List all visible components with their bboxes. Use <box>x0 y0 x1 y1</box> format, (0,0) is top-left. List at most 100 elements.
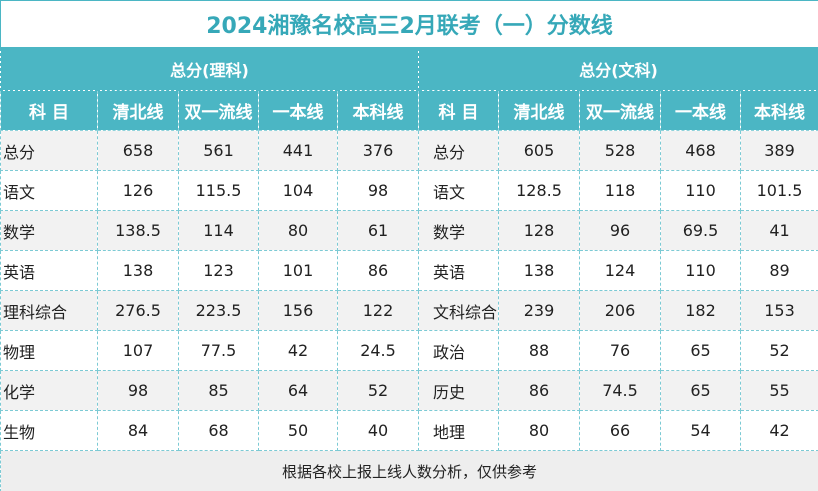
column-header: 清北线 <box>498 90 580 131</box>
score-cell: 110 <box>660 250 741 291</box>
score-cell: 126 <box>97 170 179 211</box>
score-cell: 658 <box>97 130 179 171</box>
column-header: 本科线 <box>337 90 419 131</box>
score-cell: 115.5 <box>178 170 259 211</box>
subject-cell: 文科综合 <box>418 290 499 331</box>
data-row: 数学 138.5 114 80 61 数学 128 96 69.5 41 <box>0 210 818 251</box>
title-row: 2024湘豫名校高三2月联考（一）分数线 <box>0 0 818 48</box>
subject-cell: 英语 <box>0 250 98 291</box>
score-cell: 110 <box>660 170 741 211</box>
score-cell: 124 <box>579 250 661 291</box>
score-cell: 64 <box>258 370 338 411</box>
score-cell: 55 <box>739 370 818 411</box>
data-row: 理科综合 276.5 223.5 156 122 文科综合 239 206 182 153 <box>0 290 818 331</box>
score-cell: 74.5 <box>579 370 661 411</box>
score-cell: 85 <box>178 370 259 411</box>
score-cell: 66 <box>579 410 661 451</box>
score-cell: 86 <box>498 370 580 411</box>
score-cell: 96 <box>579 210 661 251</box>
score-cell: 123 <box>178 250 259 291</box>
score-cell: 389 <box>739 130 818 171</box>
subject-cell: 理科综合 <box>0 290 98 331</box>
score-cell: 24.5 <box>337 330 419 371</box>
score-cell: 156 <box>258 290 338 331</box>
subject-cell: 数学 <box>418 210 499 251</box>
column-header: 科 目 <box>0 90 98 131</box>
score-cell: 182 <box>660 290 741 331</box>
score-cell: 118 <box>579 170 661 211</box>
score-cell: 276.5 <box>97 290 179 331</box>
score-cell: 52 <box>337 370 419 411</box>
subject-cell: 语文 <box>418 170 499 211</box>
data-row: 化学 98 85 64 52 历史 86 74.5 65 55 <box>0 370 818 411</box>
subject-cell: 数学 <box>0 210 98 251</box>
score-cell: 80 <box>258 210 338 251</box>
score-cell: 50 <box>258 410 338 451</box>
score-cell: 65 <box>660 330 741 371</box>
subject-cell: 生物 <box>0 410 98 451</box>
column-header: 本科线 <box>739 90 818 131</box>
score-cell: 101.5 <box>739 170 818 211</box>
score-cell: 239 <box>498 290 580 331</box>
group-row: 总分(理科) 总分(文科) <box>0 47 818 91</box>
data-row: 英语 138 123 101 86 英语 138 124 110 89 <box>0 250 818 291</box>
score-cell: 528 <box>579 130 661 171</box>
score-cell: 561 <box>178 130 259 171</box>
column-header: 双一流线 <box>178 90 259 131</box>
score-cell: 468 <box>660 130 741 171</box>
data-row: 物理 107 77.5 42 24.5 政治 88 76 65 52 <box>0 330 818 371</box>
subject-cell: 英语 <box>418 250 499 291</box>
score-cell: 77.5 <box>178 330 259 371</box>
subject-cell: 总分 <box>418 130 499 171</box>
score-cell: 42 <box>258 330 338 371</box>
score-cell: 98 <box>97 370 179 411</box>
score-cell: 128 <box>498 210 580 251</box>
subject-cell: 化学 <box>0 370 98 411</box>
subject-cell: 政治 <box>418 330 499 371</box>
score-cell: 84 <box>97 410 179 451</box>
group-header: 总分(文科) <box>417 47 818 91</box>
column-header: 一本线 <box>660 90 741 131</box>
score-cell: 605 <box>498 130 580 171</box>
score-cell: 89 <box>739 250 818 291</box>
score-cell: 61 <box>337 210 419 251</box>
subject-cell: 物理 <box>0 330 98 371</box>
column-header: 双一流线 <box>579 90 661 131</box>
score-cell: 42 <box>739 410 818 451</box>
score-cell: 223.5 <box>178 290 259 331</box>
score-cell: 441 <box>258 130 338 171</box>
score-cell: 114 <box>178 210 259 251</box>
score-cell: 41 <box>739 210 818 251</box>
score-cell: 128.5 <box>498 170 580 211</box>
score-cell: 138.5 <box>97 210 179 251</box>
score-cell: 107 <box>97 330 179 371</box>
column-header: 清北线 <box>97 90 179 131</box>
data-row: 语文 126 115.5 104 98 语文 128.5 118 110 101.5 <box>0 170 818 211</box>
data-row: 总分 658 561 441 376 总分 605 528 468 389 <box>0 130 818 171</box>
score-cell: 376 <box>337 130 419 171</box>
score-cell: 98 <box>337 170 419 211</box>
subject-cell: 地理 <box>418 410 499 451</box>
score-cell: 88 <box>498 330 580 371</box>
score-cell: 54 <box>660 410 741 451</box>
score-cell: 69.5 <box>660 210 741 251</box>
score-cell: 76 <box>579 330 661 371</box>
data-row: 生物 84 68 50 40 地理 80 66 54 42 <box>0 410 818 451</box>
column-header: 科 目 <box>418 90 499 131</box>
score-cell: 86 <box>337 250 419 291</box>
score-cell: 52 <box>739 330 818 371</box>
score-cell: 206 <box>579 290 661 331</box>
score-cell: 68 <box>178 410 259 451</box>
footer-row: 根据各校上报上线人数分析，仅供参考 <box>0 450 818 491</box>
subject-cell: 语文 <box>0 170 98 211</box>
score-cell: 80 <box>498 410 580 451</box>
score-cell: 138 <box>498 250 580 291</box>
score-cell: 122 <box>337 290 419 331</box>
subject-cell: 总分 <box>0 130 98 171</box>
score-cell: 101 <box>258 250 338 291</box>
score-cell: 40 <box>337 410 419 451</box>
score-cell: 138 <box>97 250 179 291</box>
group-header: 总分(理科) <box>0 47 419 91</box>
score-cell: 153 <box>739 290 818 331</box>
